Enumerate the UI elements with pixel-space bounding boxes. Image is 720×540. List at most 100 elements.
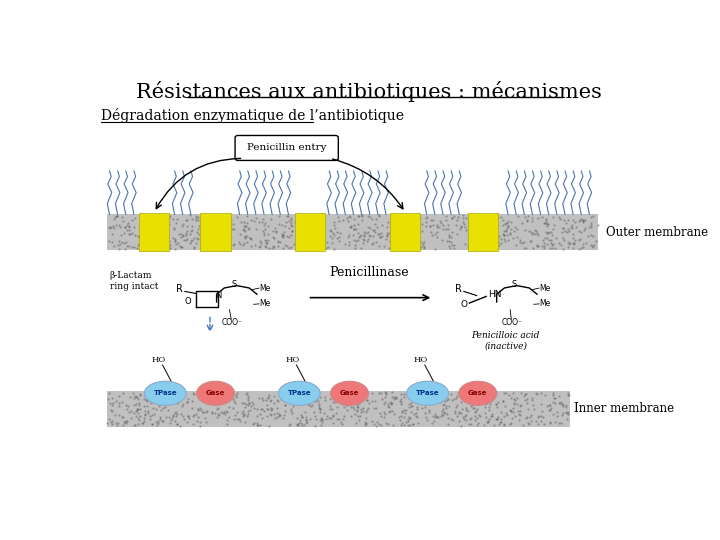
Point — [406, 402, 418, 410]
Point — [234, 230, 246, 238]
Point — [532, 242, 544, 251]
Point — [544, 406, 555, 414]
Point — [451, 221, 462, 230]
Point — [131, 393, 143, 401]
Point — [411, 224, 423, 233]
Point — [167, 233, 179, 242]
Point — [460, 410, 472, 419]
Point — [241, 389, 253, 397]
Point — [231, 408, 243, 416]
Point — [248, 404, 260, 413]
Point — [286, 408, 297, 417]
Point — [408, 420, 419, 428]
Point — [583, 222, 595, 231]
Point — [404, 421, 415, 429]
Point — [473, 228, 485, 237]
Point — [341, 395, 352, 404]
Point — [314, 402, 325, 410]
Point — [419, 409, 431, 417]
Point — [327, 419, 338, 428]
Point — [227, 404, 238, 413]
Point — [568, 240, 580, 248]
Point — [302, 400, 313, 409]
Point — [518, 244, 529, 252]
Point — [311, 244, 323, 253]
Point — [282, 212, 293, 221]
Point — [465, 402, 477, 410]
Point — [403, 399, 415, 408]
Point — [181, 398, 193, 407]
Point — [467, 226, 479, 234]
Point — [163, 220, 175, 228]
Point — [409, 245, 420, 253]
Point — [588, 242, 599, 251]
Point — [266, 244, 278, 253]
Point — [336, 389, 347, 398]
Point — [561, 228, 572, 237]
Point — [366, 389, 377, 397]
Point — [310, 232, 321, 241]
Point — [351, 419, 362, 428]
Point — [451, 230, 463, 238]
Point — [585, 221, 597, 230]
Point — [456, 404, 467, 413]
Point — [155, 406, 166, 414]
Point — [240, 221, 252, 230]
Point — [445, 232, 456, 241]
Point — [354, 233, 365, 241]
Point — [137, 215, 148, 224]
Point — [238, 239, 249, 248]
Point — [269, 224, 281, 232]
Point — [345, 222, 356, 231]
Point — [351, 401, 363, 410]
Point — [160, 220, 171, 229]
Point — [547, 225, 559, 233]
Point — [544, 400, 556, 409]
Point — [373, 242, 384, 251]
Point — [299, 215, 310, 224]
Point — [436, 411, 447, 420]
Point — [465, 414, 477, 422]
Point — [279, 241, 291, 249]
Point — [251, 411, 263, 420]
Point — [508, 389, 519, 397]
Point — [246, 397, 258, 406]
Point — [285, 231, 297, 239]
Point — [234, 416, 246, 425]
Point — [536, 213, 548, 221]
Point — [535, 411, 546, 420]
Point — [354, 212, 365, 221]
Point — [519, 213, 531, 222]
Point — [543, 228, 554, 237]
Point — [147, 215, 158, 224]
Point — [401, 222, 413, 231]
Point — [432, 413, 444, 422]
Point — [300, 413, 312, 422]
Point — [408, 409, 420, 418]
Point — [235, 218, 247, 227]
Point — [344, 222, 356, 231]
Point — [314, 393, 325, 401]
Point — [510, 240, 521, 249]
Point — [464, 220, 476, 228]
Point — [352, 411, 364, 420]
Point — [560, 408, 572, 416]
Point — [107, 230, 118, 238]
Text: Outer membrane: Outer membrane — [606, 226, 708, 239]
Point — [145, 220, 156, 228]
Point — [283, 244, 294, 252]
Point — [417, 240, 428, 249]
Point — [420, 218, 431, 226]
Point — [381, 231, 392, 239]
Point — [305, 239, 316, 247]
Point — [457, 393, 469, 402]
Point — [190, 215, 202, 224]
Point — [363, 404, 374, 413]
Point — [362, 227, 374, 236]
Point — [139, 411, 150, 420]
Point — [125, 407, 137, 415]
Point — [577, 218, 588, 226]
Point — [244, 233, 256, 242]
Point — [178, 388, 189, 397]
Point — [580, 239, 592, 247]
